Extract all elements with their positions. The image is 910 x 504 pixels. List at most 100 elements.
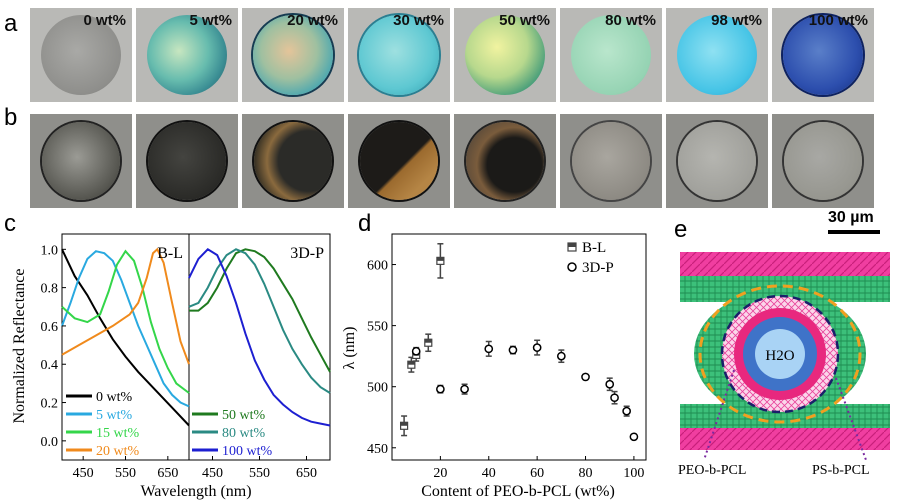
data-point-b-l-fill [424,339,432,343]
water-core [755,329,805,379]
droplet-image [42,122,120,200]
panel-letter-b: b [4,104,18,131]
x-tick-label: 60 [530,466,544,481]
data-point-3d-p [508,345,518,355]
legend-label: 15 wt% [96,426,140,441]
legend-label: 0 wt% [96,390,133,405]
x-tick-label: 100 [623,466,644,481]
micrograph-a-20: 20 wt% [242,8,344,102]
x-axis-label: Wavelength (nm) [140,483,251,500]
droplet-image [466,122,544,200]
data-point-3d-p [605,379,615,389]
y-tick-label: 0.4 [41,358,59,373]
data-point-3d-p [629,432,639,442]
micrograph-label: 0 wt% [83,12,126,29]
panel-letter-e: e [674,216,688,243]
droplet-image [784,122,862,200]
legend-marker-3d-p [567,262,577,272]
series-line-0wt [61,248,190,427]
label-ps-pcl: PS-b-PCL [812,463,870,478]
series-line-15wt [61,249,190,394]
legend-label: 80 wt% [222,426,266,441]
droplet-image [360,122,438,200]
y-tick-label: 0.6 [41,320,59,335]
data-point-3d-p [581,372,590,382]
panel-e-schematic: H2O PEO-b-PCL PS-b-PCL [678,252,890,478]
droplet-image [41,15,121,95]
data-point-3d-p [436,384,445,394]
x-tick-label: 40 [482,466,496,481]
pointer-left [703,369,735,461]
micrograph-label: 50 wt% [499,12,550,29]
micrograph-label: 5 wt% [189,12,232,29]
micrograph-a-100: 100 wt% [772,8,874,102]
data-point-3d-p [484,344,494,354]
micrograph-b-3 [242,114,344,208]
series-line-80wt [188,248,331,394]
label-peo-pcl: PEO-b-PCL [678,463,746,478]
micrograph-a-30: 30 wt% [348,8,450,102]
data-point-b-l-fill [407,361,415,365]
droplet-image [783,15,863,95]
data-point-3d-p [556,351,566,361]
y-axis-label: Normalized Reflectance [11,268,28,423]
legend-label: 50 wt% [222,408,266,423]
y-tick-label: 450 [367,442,388,457]
droplet-image [677,15,757,95]
scale-bar-label: 30 µm [828,209,874,226]
scale-bar [828,230,880,234]
droplet-image [678,122,756,200]
top-pink-layer [680,252,890,276]
data-point-3d-p [622,406,631,416]
micrograph-b-8 [772,114,874,208]
droplet-image [148,122,226,200]
x-tick-label: 650 [157,466,178,481]
x-axis-label: Content of PEO-b-PCL (wt%) [421,483,615,500]
panel-d-chart: 450 500 550 600 20 40 60 80 100 B-L 3D-P λ (nm) C… [341,233,647,500]
data-point-3d-p [460,384,469,394]
series-line-50wt [189,248,331,373]
micrograph-a-50: 50 wt% [454,8,556,102]
bottom-pink-layer [680,428,890,450]
left-panel-tag: B-L [157,245,183,262]
micrograph-label: 98 wt% [711,12,762,29]
x-tick-label: 450 [202,466,223,481]
micrograph-a-5: 5 wt% [136,8,238,102]
data-point-b-l-fill [436,257,444,261]
y-tick-label: 550 [367,320,388,335]
legend-label: 3D-P [582,260,614,276]
panel-letter-c: c [4,210,16,237]
droplet-image [253,15,333,95]
micrograph-label: 20 wt% [287,12,338,29]
orange-dashed-boundary [698,284,862,424]
data-point-b-l-fill [400,422,408,426]
data-point-3d-p [610,393,619,403]
series-line-5wt [61,250,190,408]
y-tick-label: 500 [367,381,388,396]
legend-label: 5 wt% [96,408,133,423]
micrograph-b-1 [30,114,132,208]
water-label: H2O [765,348,794,364]
data-point-3d-p [532,343,542,352]
y-tick-label: 0.8 [41,282,59,297]
y-tick-label: 0.2 [41,397,59,412]
droplet-image [465,15,545,95]
x-tick-label: 550 [249,466,270,481]
droplet-image [254,122,332,200]
y-tick-label: 0.0 [41,435,59,450]
navy-dashed-boundary [720,294,840,414]
x-tick-label: 550 [115,466,136,481]
droplet-image [571,15,651,95]
y-axis-label: λ (nm) [341,327,358,370]
y-tick-label: 1.0 [41,243,59,258]
panel-letter-a: a [4,10,18,37]
x-tick-label: 20 [433,466,447,481]
micrograph-a-98: 98 wt% [666,8,768,102]
data-point-3d-p [411,346,421,356]
series-line-100wt [188,248,331,427]
plot-frame [391,233,647,461]
droplet-image [572,122,650,200]
x-tick-label: 80 [579,466,593,481]
micrograph-b-7 [666,114,768,208]
micrograph-b-5 [454,114,556,208]
